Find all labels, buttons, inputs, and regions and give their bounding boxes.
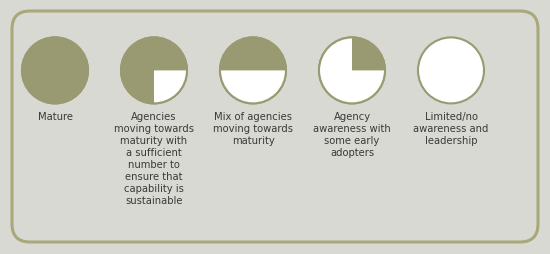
Circle shape: [121, 38, 187, 104]
Circle shape: [121, 38, 187, 104]
Circle shape: [22, 38, 88, 104]
Polygon shape: [319, 38, 385, 104]
Circle shape: [319, 38, 385, 104]
Circle shape: [319, 38, 385, 104]
Text: Agency
awareness with
some early
adopters: Agency awareness with some early adopter…: [313, 112, 391, 158]
FancyBboxPatch shape: [12, 12, 538, 242]
Text: Mature: Mature: [37, 112, 73, 122]
Circle shape: [22, 38, 88, 104]
Polygon shape: [220, 71, 286, 104]
Text: Limited/no
awareness and
leadership: Limited/no awareness and leadership: [413, 112, 489, 146]
Text: Agencies
moving towards
maturity with
a sufficient
number to
ensure that
capabil: Agencies moving towards maturity with a …: [114, 112, 194, 205]
Circle shape: [220, 38, 286, 104]
Polygon shape: [154, 71, 187, 104]
Text: Mix of agencies
moving towards
maturity: Mix of agencies moving towards maturity: [213, 112, 293, 146]
Circle shape: [418, 38, 484, 104]
Circle shape: [220, 38, 286, 104]
